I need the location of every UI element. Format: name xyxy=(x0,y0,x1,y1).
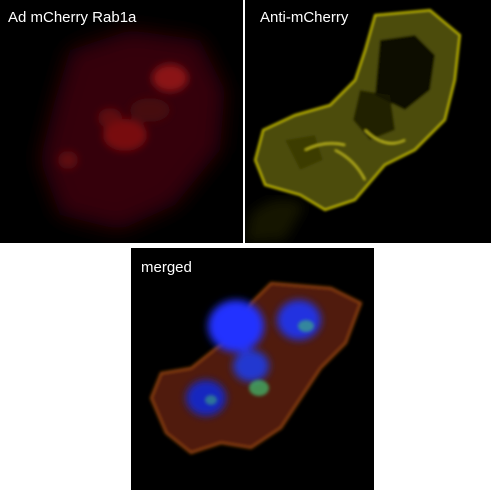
yellow-channel-image xyxy=(245,8,462,243)
panel-label-red: Ad mCherry Rab1a xyxy=(8,9,137,26)
merged-channel-image xyxy=(149,281,363,455)
micrograph-panel-yellow: Anti-mCherry xyxy=(245,0,491,243)
panel-label-merged: merged xyxy=(141,259,192,276)
red-channel-image xyxy=(40,30,225,230)
micrograph-panel-red: Ad mCherry Rab1a xyxy=(0,0,243,243)
micrograph-panel-merged: merged xyxy=(131,248,374,490)
panel-label-yellow: Anti-mCherry xyxy=(260,9,349,26)
